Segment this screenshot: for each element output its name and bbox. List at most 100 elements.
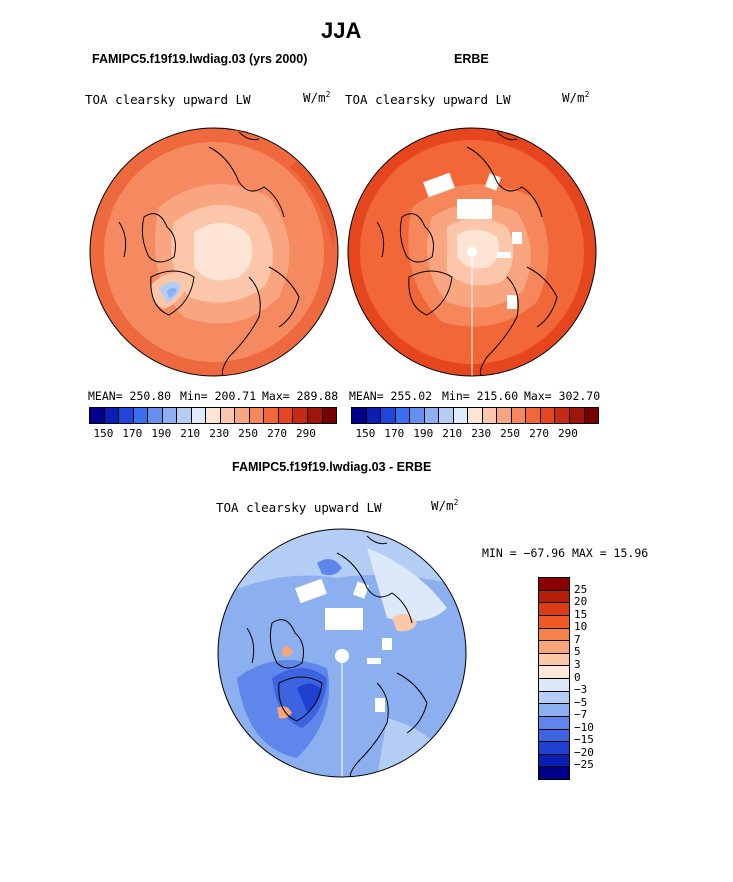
left-max: Max= 289.88 bbox=[262, 389, 339, 403]
right-colorbar-swatch-4 bbox=[410, 408, 425, 423]
left-min: Min= 200.71 bbox=[180, 389, 257, 403]
diff-colorbar-label-7: 0 bbox=[574, 670, 581, 684]
left-colorbar-swatch-3 bbox=[133, 408, 149, 423]
diff-colorbar-labels: 25 20 15 10 7 5 3 0 −3 −5 −7 −10 −15 −20 −25 bbox=[574, 577, 614, 778]
right-colorbar-swatch-7 bbox=[453, 408, 469, 423]
left-colorbar bbox=[89, 407, 337, 424]
left-colorbar-label-4: 230 bbox=[209, 427, 230, 440]
diff-colorbar-label-2: 15 bbox=[574, 607, 588, 621]
right-colorbar-label-2: 190 bbox=[413, 427, 434, 440]
right-colorbar-swatch-10 bbox=[497, 408, 512, 423]
right-colorbar-label-6: 270 bbox=[529, 427, 549, 440]
diff-colorbar-label-4: 7 bbox=[574, 632, 581, 646]
right-units-label: W/m2 bbox=[562, 90, 590, 106]
diff-colorbar-swatch-9 bbox=[539, 691, 569, 705]
diff-colorbar-label-12: −15 bbox=[574, 733, 594, 747]
left-colorbar-swatch-6 bbox=[177, 408, 192, 423]
left-colorbar-swatch-15 bbox=[307, 408, 323, 423]
diff-colorbar-swatch-6 bbox=[539, 653, 569, 667]
right-colorbar-labels: 150 170 190 210 230 250 270 290 bbox=[351, 427, 597, 441]
right-colorbar-swatch-1 bbox=[366, 408, 382, 423]
diff-colorbar-swatch-11 bbox=[539, 716, 569, 730]
left-colorbar-label-1: 170 bbox=[122, 427, 143, 440]
left-colorbar-label-2: 190 bbox=[151, 427, 172, 440]
right-colorbar-swatch-12 bbox=[526, 408, 541, 423]
left-colorbar-label-0: 150 bbox=[93, 427, 114, 440]
right-colorbar-label-4: 230 bbox=[471, 427, 492, 440]
diff-min-max: MIN = −67.96 MAX = 15.96 bbox=[482, 546, 649, 560]
left-variable-label: TOA clearsky upward LW bbox=[85, 92, 251, 107]
left-colorbar-swatch-14 bbox=[293, 408, 308, 423]
right-colorbar-swatch-9 bbox=[482, 408, 498, 423]
right-colorbar-label-0: 150 bbox=[355, 427, 376, 440]
left-colorbar-swatch-4 bbox=[148, 408, 163, 423]
diff-colorbar-swatch-12 bbox=[539, 729, 569, 743]
diff-colorbar-swatch-7 bbox=[539, 666, 569, 679]
left-colorbar-swatch-13 bbox=[278, 408, 294, 423]
diff-colorbar-label-10: −7 bbox=[574, 708, 588, 722]
left-colorbar-swatch-8 bbox=[206, 408, 221, 423]
diff-colorbar-swatch-13 bbox=[539, 742, 569, 755]
diff-colorbar-label-8: −3 bbox=[574, 683, 588, 697]
diff-colorbar-swatch-3 bbox=[539, 615, 569, 629]
diff-polar-map bbox=[217, 528, 467, 778]
right-min: Min= 215.60 bbox=[442, 389, 519, 403]
right-colorbar-label-1: 170 bbox=[384, 427, 405, 440]
diff-colorbar-swatch-10 bbox=[539, 704, 569, 717]
left-colorbar-swatch-2 bbox=[119, 408, 134, 423]
right-case-title: ERBE bbox=[454, 52, 489, 66]
left-colorbar-swatch-9 bbox=[220, 408, 236, 423]
left-polar-map bbox=[89, 127, 339, 377]
left-colorbar-swatch-1 bbox=[104, 408, 120, 423]
left-units-label: W/m2 bbox=[303, 90, 331, 106]
diff-colorbar-swatch-15 bbox=[539, 767, 569, 779]
diff-colorbar-swatch-14 bbox=[539, 754, 569, 768]
left-case-title: FAMIPC5.f19f19.lwdiag.03 (yrs 2000) bbox=[92, 52, 308, 66]
right-colorbar-label-3: 210 bbox=[442, 427, 463, 440]
right-polar-map bbox=[347, 127, 597, 377]
right-colorbar-swatch-2 bbox=[381, 408, 396, 423]
right-colorbar-swatch-16 bbox=[584, 408, 599, 423]
diff-colorbar-label-6: 3 bbox=[574, 657, 581, 671]
left-colorbar-labels: 150 170 190 210 230 250 270 290 bbox=[89, 427, 335, 441]
diff-colorbar-swatch-2 bbox=[539, 603, 569, 616]
left-colorbar-label-5: 250 bbox=[238, 427, 259, 440]
right-colorbar-swatch-0 bbox=[352, 408, 367, 423]
diff-colorbar-swatch-8 bbox=[539, 679, 569, 692]
right-colorbar-swatch-15 bbox=[569, 408, 585, 423]
diff-colorbar bbox=[538, 577, 570, 780]
diff-colorbar-swatch-0 bbox=[539, 578, 569, 591]
diff-colorbar-label-14: −25 bbox=[574, 758, 594, 772]
left-colorbar-swatch-12 bbox=[264, 408, 279, 423]
diff-colorbar-label-9: −5 bbox=[574, 695, 588, 709]
left-colorbar-swatch-0 bbox=[90, 408, 105, 423]
right-colorbar-swatch-11 bbox=[511, 408, 527, 423]
diff-colorbar-label-5: 5 bbox=[574, 645, 581, 659]
left-colorbar-swatch-11 bbox=[249, 408, 265, 423]
diff-colorbar-swatch-1 bbox=[539, 590, 569, 604]
diff-colorbar-swatch-5 bbox=[539, 641, 569, 654]
right-colorbar-label-5: 250 bbox=[500, 427, 521, 440]
left-colorbar-swatch-10 bbox=[235, 408, 250, 423]
diff-colorbar-label-0: 25 bbox=[574, 582, 588, 596]
diff-colorbar-label-11: −10 bbox=[574, 720, 594, 734]
right-colorbar-swatch-14 bbox=[555, 408, 570, 423]
diff-colorbar-label-3: 10 bbox=[574, 620, 588, 634]
left-colorbar-label-7: 290 bbox=[296, 427, 316, 440]
right-colorbar-swatch-5 bbox=[424, 408, 440, 423]
diff-case-title: FAMIPC5.f19f19.lwdiag.03 - ERBE bbox=[232, 460, 432, 474]
left-colorbar-label-3: 210 bbox=[180, 427, 201, 440]
right-colorbar-swatch-6 bbox=[439, 408, 454, 423]
diff-colorbar-label-1: 20 bbox=[574, 595, 588, 609]
left-mean: MEAN= 250.80 bbox=[88, 389, 172, 403]
right-max: Max= 302.70 bbox=[524, 389, 601, 403]
left-colorbar-swatch-16 bbox=[322, 408, 337, 423]
right-colorbar-swatch-13 bbox=[540, 408, 556, 423]
right-colorbar-swatch-3 bbox=[395, 408, 411, 423]
right-colorbar bbox=[351, 407, 599, 424]
left-colorbar-swatch-5 bbox=[162, 408, 178, 423]
right-mean: MEAN= 255.02 bbox=[349, 389, 433, 403]
page-title: JJA bbox=[321, 18, 362, 43]
left-colorbar-swatch-7 bbox=[191, 408, 207, 423]
right-colorbar-swatch-8 bbox=[468, 408, 483, 423]
